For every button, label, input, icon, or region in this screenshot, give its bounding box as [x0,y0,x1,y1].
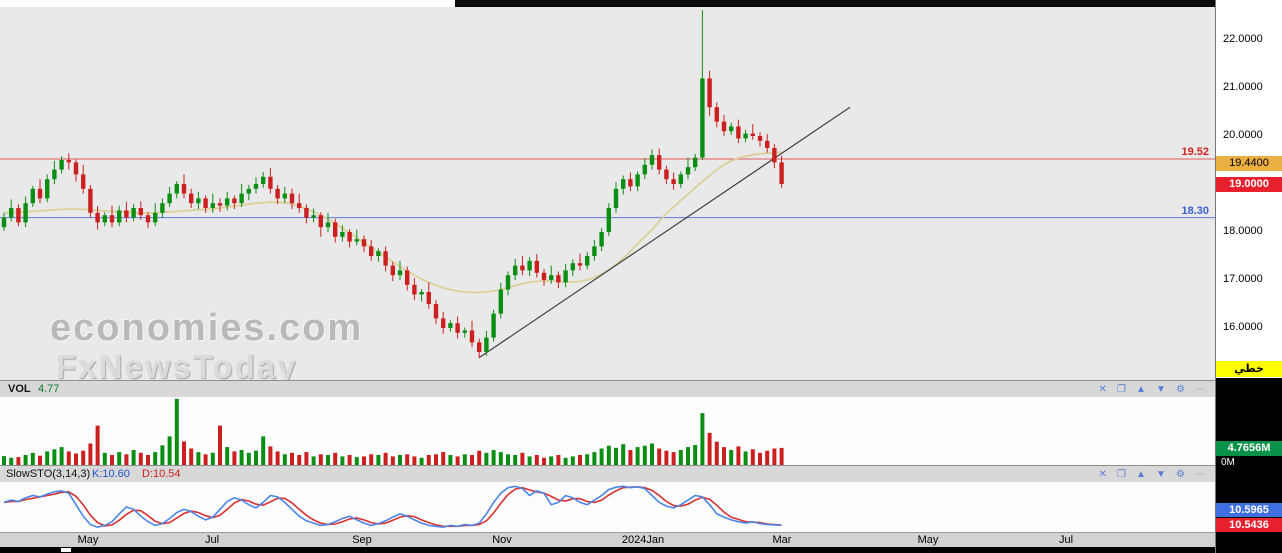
scale-type-button[interactable]: خطي [1216,361,1282,377]
volume-value-badge: 4.7656M [1216,441,1282,456]
support-level-label: 18.30 [1181,205,1209,217]
move-up-icon[interactable]: ▲ [1136,384,1146,395]
volume-panel[interactable] [0,397,1215,465]
settings-icon[interactable]: ⚙ [1175,384,1185,395]
bottom-bar [0,547,1282,553]
stochastic-d-badge: 10.5436 [1216,518,1282,532]
last-price-badge: 19.0000 [1216,177,1282,192]
time-axis-label: Jul [204,534,220,546]
price-tick-label: 21.0000 [1223,81,1263,93]
price-tick-label: 17.0000 [1223,273,1263,285]
price-tick-label: 20.0000 [1223,129,1263,141]
volume-panel-header: VOL 4.77 ✕ ❐ ▲ ▼ ⚙ ⋯ [0,380,1215,397]
volume-current-value: 4.77 [38,383,60,395]
move-down-icon[interactable]: ▼ [1156,384,1166,395]
more-icon[interactable]: ⋯ [1195,469,1205,480]
time-axis-label: Mar [772,534,792,546]
volume-panel-controls: ✕ ❐ ▲ ▼ ⚙ ⋯ [1092,381,1205,398]
move-up-icon[interactable]: ▲ [1136,469,1146,480]
resistance-level-label: 19.52 [1181,146,1209,158]
volume-zero-label: 0M [1221,457,1235,468]
stochastic-title: SlowSTO(3,14,3) [6,468,91,480]
stochastic-k-badge: 10.5965 [1216,503,1282,517]
maximize-icon[interactable]: ❐ [1117,469,1126,480]
settings-icon[interactable]: ⚙ [1175,469,1185,480]
previous-close-badge: 19.4400 [1216,156,1282,171]
stochastic-chart-canvas[interactable] [0,482,1215,532]
scrollbar-handle[interactable] [61,548,71,552]
stochastic-panel[interactable] [0,482,1215,532]
price-tick-label: 18.0000 [1223,225,1263,237]
volume-chart-canvas[interactable] [0,397,1215,465]
price-tick-label: 22.0000 [1223,33,1263,45]
price-chart-panel[interactable]: economies.com FxNewsToday 19.52 18.30 [0,7,1215,380]
time-axis-label: May [917,534,939,546]
price-axis[interactable]: 22.0000 21.0000 20.0000 19.0000 18.0000 17.00… [1215,0,1282,553]
top-black-bar [455,0,1215,7]
subpanel-axis-background: 4.7656M 0M 10.5965 10.5436 [1216,378,1282,553]
more-icon[interactable]: ⋯ [1195,384,1205,395]
price-chart-canvas[interactable] [0,7,1215,380]
time-axis-label: Jul [1058,534,1074,546]
time-axis-label: 2024Jan [621,534,665,546]
stochastic-d-value: D:10.54 [142,468,181,480]
stochastic-k-value: K:10.60 [92,468,130,480]
stochastic-panel-header: SlowSTO(3,14,3) K:10.60 D:10.54 ✕ ❐ ▲ ▼ … [0,465,1215,482]
price-tick-label: 16.0000 [1223,321,1263,333]
move-down-icon[interactable]: ▼ [1156,469,1166,480]
maximize-icon[interactable]: ❐ [1117,384,1126,395]
time-axis[interactable]: May Jul Sep Nov 2024Jan Mar May Jul [0,532,1215,547]
close-icon[interactable]: ✕ [1098,384,1107,395]
volume-title: VOL [8,383,31,395]
time-axis-label: May [77,534,99,546]
time-axis-label: Sep [352,534,372,546]
time-axis-label: Nov [492,534,512,546]
close-icon[interactable]: ✕ [1098,469,1107,480]
stochastic-panel-controls: ✕ ❐ ▲ ▼ ⚙ ⋯ [1092,466,1205,483]
